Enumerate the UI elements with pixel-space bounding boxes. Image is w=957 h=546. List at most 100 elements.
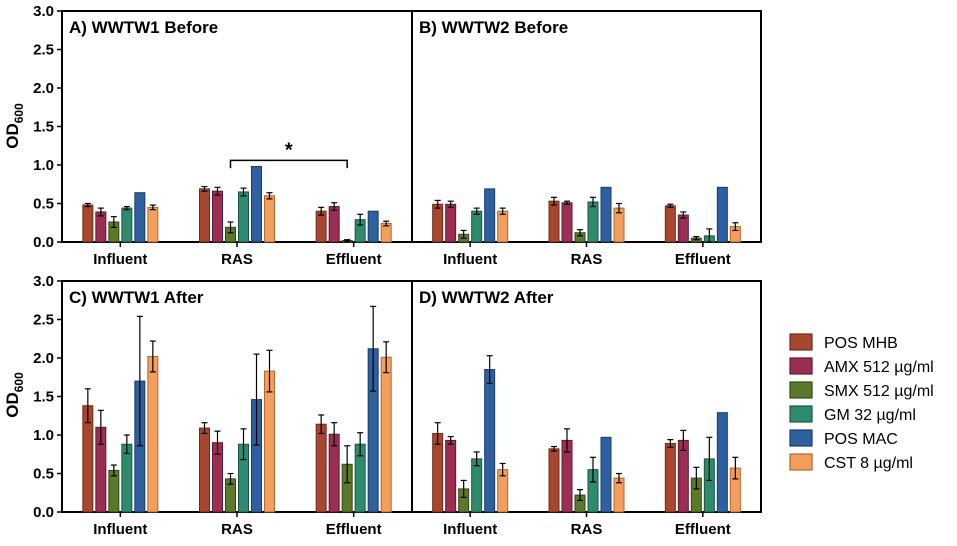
legend-swatch <box>789 429 813 447</box>
bar <box>471 458 483 513</box>
bar <box>121 443 133 513</box>
bar <box>432 203 444 243</box>
panels: A) WWTW1 Before 0.0 0.5 1.0 1.5 2.0 2.5 3.0 Infl… <box>33 3 762 538</box>
bar <box>497 210 509 243</box>
chart-panel-2: B) WWTW2 Before Influent RAS Effluent <box>411 10 762 268</box>
y-tick-label: 0.0 <box>33 234 54 251</box>
significance-star: * <box>285 139 293 161</box>
y-tick-label: 1.5 <box>33 119 54 136</box>
y-tick-label: 2.0 <box>33 350 54 367</box>
x-tick-label: Effluent <box>675 521 731 538</box>
legend-label: GM 32 µg/ml <box>824 407 916 424</box>
bar <box>199 427 210 513</box>
ylabel-sub: 600 <box>12 103 26 123</box>
significance-bracket <box>229 159 348 169</box>
x-tick-label: Influent <box>93 521 147 538</box>
legend-label: CST 8 µg/ml <box>824 455 913 472</box>
bar <box>147 206 159 243</box>
legend-swatch <box>789 357 813 375</box>
bar <box>315 423 327 513</box>
y-tick-label: 2.5 <box>33 312 54 329</box>
ylabel-main: OD <box>3 392 22 418</box>
bar <box>82 204 94 243</box>
bar <box>587 201 599 243</box>
bar <box>121 207 133 243</box>
legend-swatch <box>789 453 813 471</box>
bar <box>134 192 146 243</box>
y-tick-label: 3.0 <box>33 3 54 20</box>
y-tick-label: 3.0 <box>33 273 54 290</box>
y-axis-label-top: OD600 <box>3 103 26 149</box>
chart-panel-1: A) WWTW1 Before 0.0 0.5 1.0 1.5 2.0 2.5 3.0 Infl… <box>33 3 413 268</box>
bar <box>677 439 689 513</box>
y-axis-label-bottom: OD600 <box>3 372 26 418</box>
x-tick-label: RAS <box>571 251 603 268</box>
bar <box>264 195 275 243</box>
x-tick-label: RAS <box>221 521 253 538</box>
x-tick-label: RAS <box>221 251 253 268</box>
bar <box>95 211 107 243</box>
legend-label: POS MHB <box>824 335 898 352</box>
bar <box>380 356 392 513</box>
bar <box>548 448 560 513</box>
ylabel-main: OD <box>3 123 22 149</box>
y-tick-label: 1.5 <box>33 389 54 406</box>
x-tick-label: Effluent <box>326 521 382 538</box>
bar <box>445 203 457 243</box>
bar <box>238 191 249 243</box>
bar <box>548 200 560 243</box>
bar <box>328 206 340 243</box>
bar <box>484 369 496 513</box>
panel-title: A) WWTW1 Before <box>69 18 218 37</box>
bar <box>677 214 689 243</box>
legend-label: AMX 512 µg/ml <box>824 359 934 376</box>
legend-item: AMX 512 µg/ml <box>789 357 934 376</box>
bar <box>199 188 210 243</box>
legend-swatch <box>789 405 813 423</box>
bar <box>147 355 159 513</box>
panel-title: D) WWTW2 After <box>419 288 554 307</box>
bar <box>600 186 612 243</box>
legend-item: POS MAC <box>789 429 898 448</box>
y-tick-label: 0.0 <box>33 504 54 521</box>
bar <box>561 202 573 243</box>
x-tick-label: Influent <box>443 251 497 268</box>
chart-panel-4: D) WWTW2 After Influent RAS Effluent <box>411 280 762 538</box>
x-tick-label: Effluent <box>326 251 382 268</box>
panel-title: B) WWTW2 Before <box>419 18 568 37</box>
panel-frame <box>411 10 762 243</box>
legend-item: CST 8 µg/ml <box>789 453 913 472</box>
bar <box>716 412 728 513</box>
chart-panel-3: C) WWTW1 After 0.0 0.5 1.0 1.5 2.0 2.5 3.0 Influ… <box>33 273 413 538</box>
legend-item: GM 32 µg/ml <box>789 405 916 424</box>
bar <box>432 432 444 513</box>
legend-label: POS MAC <box>824 431 898 448</box>
legend-item: SMX 512 µg/ml <box>789 381 934 400</box>
x-tick-label: Effluent <box>675 251 731 268</box>
bar <box>445 439 457 513</box>
y-tick-label: 2.5 <box>33 42 54 59</box>
legend: POS MHB AMX 512 µg/ml SMX 512 µg/ml GM 32 µ… <box>789 333 934 472</box>
bar <box>600 436 612 513</box>
bar <box>716 186 728 243</box>
bar <box>315 210 327 243</box>
x-tick-label: Influent <box>443 521 497 538</box>
bar <box>664 205 676 243</box>
bar <box>471 210 483 243</box>
x-tick-label: RAS <box>571 521 603 538</box>
legend-item: POS MHB <box>789 333 898 352</box>
legend-swatch <box>789 333 813 351</box>
y-tick-label: 1.0 <box>33 427 54 444</box>
ylabel-sub: 600 <box>12 372 26 392</box>
legend-swatch <box>789 381 813 399</box>
legend-label: SMX 512 µg/ml <box>824 383 934 400</box>
x-tick-label: Influent <box>93 251 147 268</box>
y-tick-label: 2.0 <box>33 80 54 97</box>
bar <box>212 190 223 243</box>
panel-title: C) WWTW1 After <box>69 288 204 307</box>
bar <box>251 166 262 243</box>
panel-frame <box>61 10 413 243</box>
bar <box>664 442 676 513</box>
